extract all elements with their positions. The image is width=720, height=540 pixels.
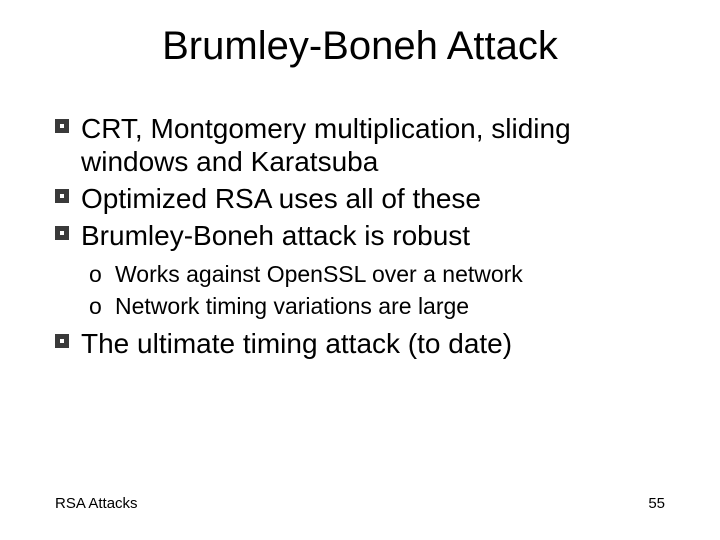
bullet-text: Network timing variations are large	[115, 293, 469, 319]
sub-bullet-group: o Works against OpenSSL over a network o…	[55, 260, 675, 321]
bullet-lvl1: Brumley-Boneh attack is robust	[55, 219, 675, 252]
bullet-text: Works against OpenSSL over a network	[115, 261, 523, 287]
footer-left: RSA Attacks	[55, 495, 138, 512]
slide-body: CRT, Montgomery multiplication, sliding …	[55, 112, 675, 364]
bullet-text: Optimized RSA uses all of these	[81, 183, 481, 214]
bullet-lvl2: o Network timing variations are large	[55, 292, 675, 321]
slide-number: 55	[648, 495, 665, 512]
square-bullet-icon	[55, 119, 69, 133]
circle-bullet-icon: o	[89, 292, 102, 321]
bullet-lvl1: Optimized RSA uses all of these	[55, 182, 675, 215]
square-bullet-icon	[55, 334, 69, 348]
bullet-text: The ultimate timing attack (to date)	[81, 328, 512, 359]
circle-bullet-icon: o	[89, 260, 102, 289]
square-bullet-icon	[55, 189, 69, 203]
slide: Brumley-Boneh Attack CRT, Montgomery mul…	[0, 0, 720, 540]
bullet-lvl1: The ultimate timing attack (to date)	[55, 327, 675, 360]
bullet-lvl1: CRT, Montgomery multiplication, sliding …	[55, 112, 675, 178]
bullet-lvl2: o Works against OpenSSL over a network	[55, 260, 675, 289]
bullet-text: Brumley-Boneh attack is robust	[81, 220, 470, 251]
bullet-text: CRT, Montgomery multiplication, sliding …	[81, 113, 571, 177]
square-bullet-icon	[55, 226, 69, 240]
slide-title: Brumley-Boneh Attack	[0, 24, 720, 69]
